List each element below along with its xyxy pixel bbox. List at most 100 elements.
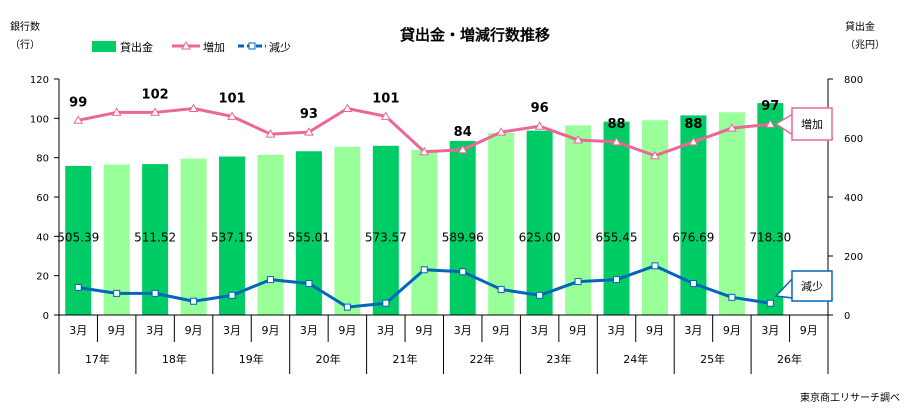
x-axis-month-label: 3月 [761, 324, 779, 337]
bar-value-label: 676.69 [672, 230, 714, 244]
left-axis-tick-label: 20 [36, 272, 49, 283]
bar-loans [411, 149, 438, 315]
decrease-point [382, 299, 390, 307]
left-axis-tick-label: 0 [43, 311, 49, 322]
x-axis-month-label: 9月 [723, 324, 741, 337]
increase-value-label: 101 [372, 91, 399, 106]
bar-labels: 505.39 511.52 537.15 555.01 573.57 589.96 625.… [57, 230, 791, 244]
x-axis-year-label: 25年 [700, 352, 725, 366]
x-axis-year-label: 23年 [546, 352, 571, 366]
x-axis-month-label: 9月 [415, 324, 433, 337]
decrease-point [190, 297, 198, 305]
callout-decrease-box [791, 270, 833, 302]
left-axis-title-line1: 銀行数 [10, 20, 40, 33]
x-axis-month-label: 3月 [69, 324, 87, 337]
x-axis-year-label: 22年 [469, 352, 494, 366]
decrease-point [536, 291, 544, 299]
left-axis-tick-label: 40 [36, 232, 49, 243]
x-axis-month-label: 3月 [146, 324, 164, 337]
decrease-point [420, 266, 428, 274]
x-axis-month-label: 3月 [531, 324, 549, 337]
bar-value-label: 555.01 [288, 230, 330, 244]
x-axis-month-label: 9月 [492, 324, 510, 337]
increase-point-labels: 99 102 101 93 101 84 96 88 88 97 [69, 87, 779, 139]
bar-loans [565, 125, 592, 315]
x-axis-month-label: 9月 [800, 324, 818, 337]
bar-loans [603, 121, 630, 316]
x-axis: 3月 9月 3月 9月 3月 9月 3月 9月 3月 9月 3月 9月 3月 9月 3月 9月 3月 9月 3月 9月… [58, 314, 829, 374]
legend-swatch-loans [92, 41, 116, 52]
callout-decrease-label: 減少 [801, 279, 823, 293]
bar-loans [526, 130, 553, 315]
decrease-point [74, 283, 82, 291]
x-axis-month-label: 3月 [223, 324, 241, 337]
bar-value-label: 573.57 [365, 230, 407, 244]
decrease-point [151, 289, 159, 297]
bar-loans [372, 145, 399, 315]
bar-value-label: 589.96 [442, 230, 484, 244]
x-axis-year-label: 17年 [85, 352, 110, 366]
left-axis-tick-label: 80 [36, 154, 49, 165]
bar-value-label: 511.52 [134, 230, 176, 244]
decrease-point [343, 303, 351, 311]
bar-loans [718, 112, 745, 316]
increase-point [342, 103, 353, 112]
bar-value-label: 655.45 [596, 230, 638, 244]
right-axis-title-line2: （兆円） [845, 39, 885, 51]
bar-loans [142, 164, 169, 315]
decrease-point [113, 289, 121, 297]
left-axis-title-line2: （行） [10, 38, 40, 51]
increase-point [457, 144, 468, 154]
x-axis-year-label: 18年 [162, 352, 187, 366]
increase-point [419, 146, 430, 156]
right-axis: 0 200 400 600 800 [827, 75, 863, 322]
right-axis-tick-label: 800 [844, 75, 863, 86]
increase-point [227, 111, 237, 120]
increase-point [765, 119, 776, 128]
increase-point [150, 107, 160, 116]
increase-point [111, 107, 122, 116]
decrease-point [613, 276, 621, 284]
left-axis-tick-label: 60 [36, 193, 49, 204]
bar-loans [757, 103, 784, 315]
increase-point [688, 136, 699, 146]
callout-decrease: 減少 [774, 270, 833, 302]
source-note: 東京商工リサーチ調べ [800, 391, 900, 404]
x-axis-month-label: 9月 [569, 324, 587, 337]
increase-value-label: 84 [454, 125, 472, 140]
bar-loans [219, 156, 246, 315]
increase-value-label: 93 [300, 107, 318, 122]
increase-value-label: 101 [218, 91, 245, 106]
bar-value-label: 718.30 [749, 230, 791, 244]
decrease-point [497, 285, 505, 293]
bar-loans [257, 154, 284, 315]
left-axis: 0 20 40 60 80 100 120 [30, 75, 60, 322]
x-axis-month-label: 9月 [338, 324, 356, 337]
bar-series [65, 103, 784, 316]
x-axis-month-label: 3月 [454, 324, 472, 337]
bar-loans [180, 158, 207, 315]
bar-loans [334, 146, 361, 315]
legend-label-decrease: 減少 [269, 40, 291, 54]
x-axis-month-label: 3月 [684, 324, 702, 337]
bar-loans [449, 140, 476, 315]
legend-marker-decrease [248, 42, 256, 50]
left-axis-tick-label: 100 [30, 114, 49, 125]
x-axis-year-label: 24年 [623, 352, 648, 366]
increase-point [534, 121, 545, 130]
x-axis-month-label: 3月 [608, 324, 626, 337]
decrease-point [689, 280, 697, 288]
decrease-point [651, 262, 659, 270]
increase-value-label: 96 [531, 101, 549, 116]
right-axis-tick-label: 0 [844, 311, 850, 322]
decrease-point [766, 299, 774, 307]
x-axis-month-label: 9月 [185, 324, 203, 337]
increase-value-label: 88 [684, 117, 702, 132]
callout-increase: 増加 [774, 107, 833, 141]
increase-point [573, 134, 583, 144]
legend-label-loans: 貸出金 [120, 40, 153, 54]
x-axis-year-label: 26年 [777, 352, 802, 366]
x-axis-year-label: 19年 [239, 352, 264, 366]
decrease-line [74, 262, 774, 311]
